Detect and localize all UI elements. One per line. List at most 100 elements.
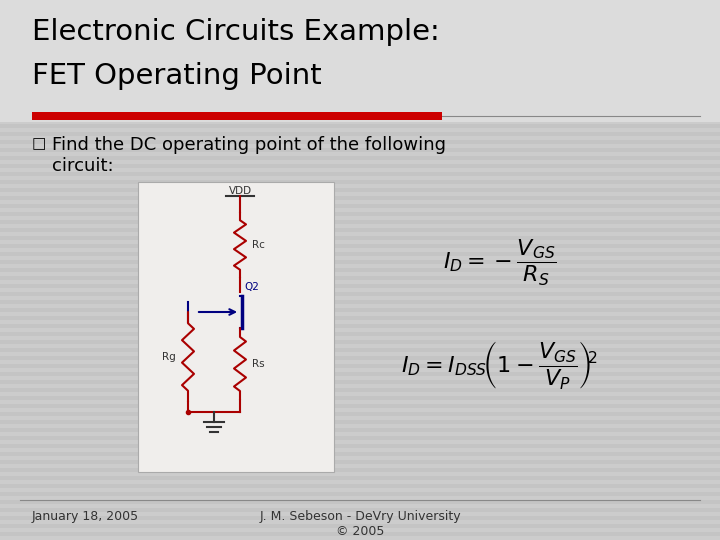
Bar [0,508,720,512]
Bar [0,92,720,96]
Bar [0,260,720,264]
Bar [0,412,720,416]
Bar [0,392,720,396]
Bar [0,340,720,344]
Bar [0,64,720,68]
Bar [0,464,720,468]
Bar [0,456,720,460]
Bar [0,288,720,292]
Bar [0,172,720,176]
Bar [0,68,720,72]
Bar [0,364,720,368]
Bar [0,200,720,204]
Bar [0,184,720,188]
Bar [0,500,720,504]
Bar [0,496,720,500]
Bar [0,428,720,432]
Bar [0,16,720,20]
Bar [0,388,720,392]
Text: January 18, 2005: January 18, 2005 [32,510,139,523]
Bar [0,136,720,140]
Bar [0,208,720,212]
Bar [0,20,720,24]
Bar [0,400,720,404]
Bar [0,40,720,44]
Bar [0,108,720,112]
Bar [0,356,720,360]
Bar [0,452,720,456]
Bar [0,536,720,540]
Bar [0,0,720,4]
Bar [0,532,720,536]
Text: □: □ [32,136,46,151]
Bar [0,404,720,408]
Text: FET Operating Point: FET Operating Point [32,62,322,90]
Bar [0,124,720,128]
Bar [0,52,720,56]
Bar [0,336,720,340]
Bar [0,252,720,256]
Bar [0,212,720,216]
Bar [0,272,720,276]
Bar [0,248,720,252]
Bar [0,380,720,384]
Bar [0,324,720,328]
Bar [0,188,720,192]
Bar [0,112,720,116]
Bar [0,368,720,372]
Bar [0,488,720,492]
Text: $I_D = I_{DSS}\!\left(1 - \dfrac{V_{GS}}{V_P}\right)^{\!\!2}$: $I_D = I_{DSS}\!\left(1 - \dfrac{V_{GS}}… [402,339,598,391]
Text: J. M. Sebeson - DeVry University
© 2005: J. M. Sebeson - DeVry University © 2005 [259,510,461,538]
Text: Find the DC operating point of the following: Find the DC operating point of the follo… [52,136,446,154]
Bar [0,436,720,440]
Text: VDD: VDD [228,186,251,196]
Bar [0,24,720,28]
Text: Rg: Rg [162,352,176,362]
Bar [0,308,720,312]
Bar [0,160,720,164]
Bar [0,96,720,100]
Bar [0,244,720,248]
Bar [0,56,720,60]
Bar [0,80,720,84]
Bar [0,264,720,268]
Bar [0,352,720,356]
Bar [0,420,720,424]
Bar [0,60,720,64]
Bar [32,112,442,120]
Bar [0,132,720,136]
Bar [0,384,720,388]
Bar [0,104,720,108]
Text: Q2: Q2 [244,282,259,292]
Bar [0,476,720,480]
Bar [0,344,720,348]
Bar [0,140,720,144]
Bar [0,408,720,412]
Bar [0,116,720,120]
Bar [0,416,720,420]
Bar [0,504,720,508]
Bar [0,480,720,484]
Text: Rc: Rc [252,240,265,250]
Bar [0,468,720,472]
Bar [0,84,720,88]
Bar [0,396,720,400]
Bar [0,372,720,376]
Bar [0,484,720,488]
Bar [0,280,720,284]
Bar [0,8,720,12]
Bar [0,128,720,132]
Text: $I_D = -\dfrac{V_{GS}}{R_S}$: $I_D = -\dfrac{V_{GS}}{R_S}$ [444,238,557,288]
Text: circuit:: circuit: [52,157,114,175]
Bar [0,36,720,40]
Bar [0,296,720,300]
Bar [0,100,720,104]
Bar [0,328,720,332]
Bar [0,332,720,336]
Bar [0,528,720,532]
Bar [0,156,720,160]
Bar [0,196,720,200]
Bar [0,348,720,352]
Bar [0,444,720,448]
Bar [0,48,720,52]
